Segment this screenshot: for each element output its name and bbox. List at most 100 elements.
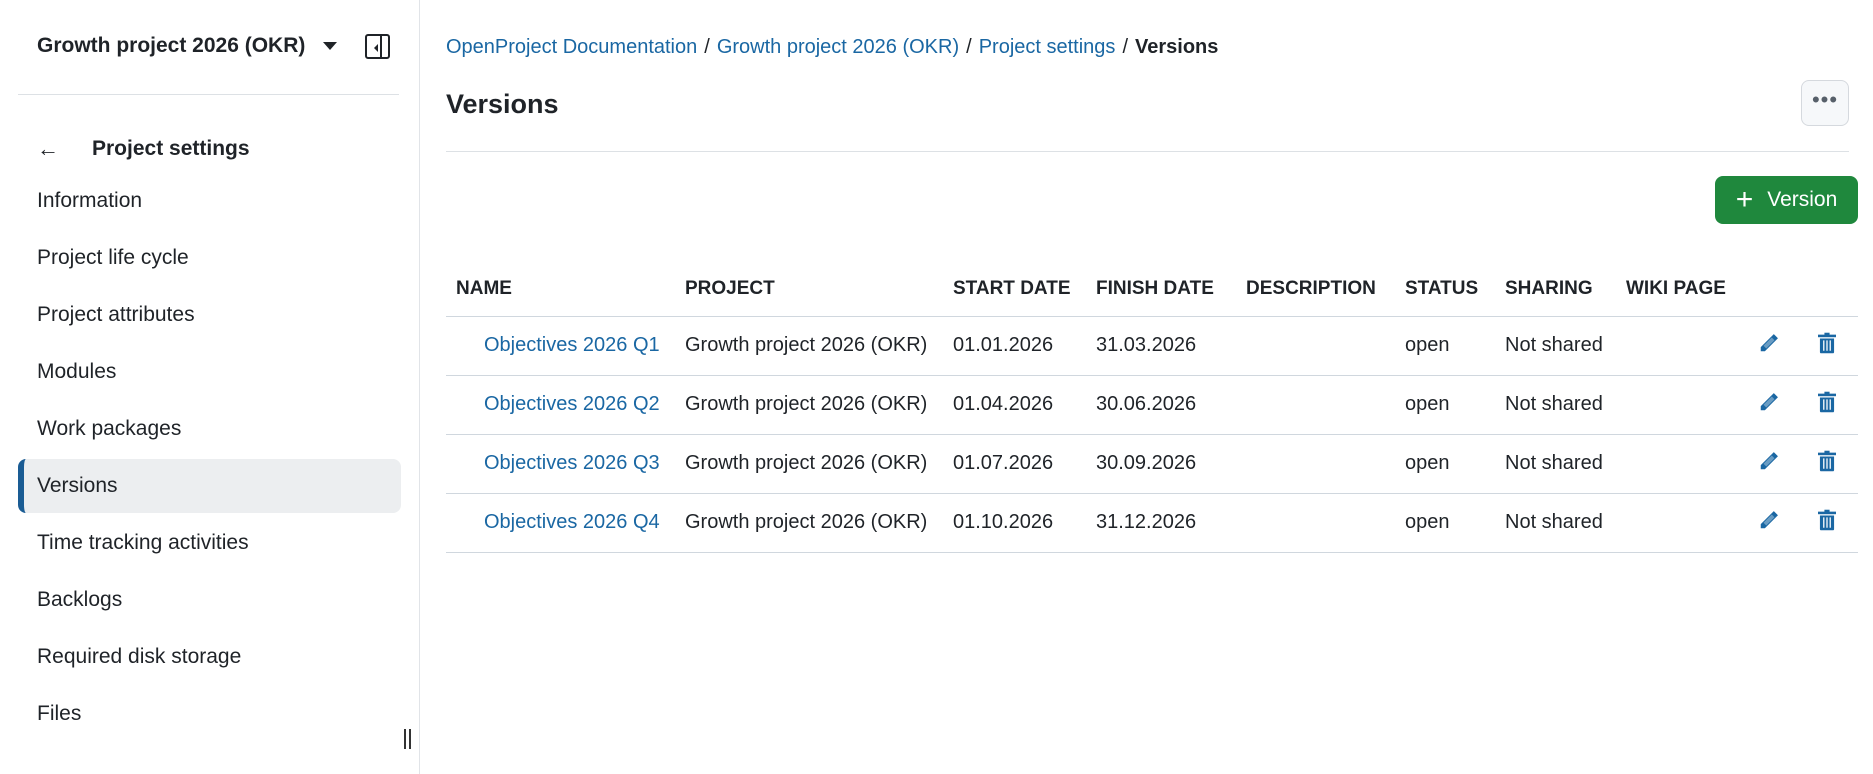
table-cell: [1616, 493, 1748, 553]
project-name: Growth project 2026 (OKR): [37, 34, 306, 57]
pencil-icon[interactable]: [1758, 332, 1780, 360]
breadcrumb-link[interactable]: Growth project 2026 (OKR): [716, 36, 960, 58]
table-cell: open: [1395, 434, 1495, 494]
table-cell: [1616, 434, 1748, 494]
cell-name: Objectives 2026 Q2: [446, 375, 675, 435]
project-selector[interactable]: Growth project 2026 (OKR): [37, 34, 338, 58]
table-cell: Growth project 2026 (OKR): [675, 434, 943, 494]
plus-icon: +: [1735, 183, 1754, 216]
column-header-actions: [1748, 262, 1808, 317]
caret-down-icon: [323, 42, 338, 50]
sidebar-item-label: Work packages: [37, 417, 182, 440]
sidebar-item-label: Project life cycle: [37, 246, 189, 269]
table-cell: 30.06.2026: [1086, 375, 1236, 435]
breadcrumb-current: Versions: [1135, 36, 1219, 58]
sidebar-item-label: Backlogs: [37, 588, 123, 611]
table-cell: 01.10.2026: [943, 493, 1086, 553]
table-cell: open: [1395, 493, 1495, 553]
sidebar-item-project-life-cycle[interactable]: Project life cycle: [18, 231, 401, 285]
delete-cell: [1808, 375, 1858, 435]
table-cell: 30.09.2026: [1086, 434, 1236, 494]
table-cell: Growth project 2026 (OKR): [675, 493, 943, 553]
add-version-button[interactable]: + Version: [1715, 176, 1858, 224]
sidebar-item-backlogs[interactable]: Backlogs: [18, 573, 401, 627]
version-link[interactable]: Objectives 2026 Q2: [484, 393, 660, 415]
column-header[interactable]: Status: [1395, 262, 1495, 317]
breadcrumb-link[interactable]: OpenProject Documentation: [446, 36, 698, 58]
back-to-project-settings[interactable]: ← Project settings: [37, 136, 250, 162]
sidebar-item-versions[interactable]: Versions: [18, 459, 401, 513]
table-cell: [1236, 434, 1395, 494]
table-cell: [1236, 375, 1395, 435]
add-version-label: Version: [1767, 188, 1838, 211]
edit-cell: [1748, 493, 1808, 553]
table-cell: Not shared: [1495, 493, 1616, 553]
version-link[interactable]: Objectives 2026 Q1: [484, 334, 660, 356]
column-header[interactable]: Wiki page: [1616, 262, 1748, 317]
table-cell: 01.07.2026: [943, 434, 1086, 494]
cell-name: Objectives 2026 Q4: [446, 493, 675, 553]
breadcrumb: OpenProject Documentation / Growth project…: [446, 36, 1219, 58]
pencil-icon[interactable]: [1758, 509, 1780, 537]
sidebar-item-label: Project attributes: [37, 303, 195, 326]
sidebar-item-label: Time tracking activities: [37, 531, 249, 554]
sidebar-item-modules[interactable]: Modules: [18, 345, 401, 399]
table-row: Objectives 2026 Q4 Growth project 2026 (O…: [446, 493, 1858, 553]
resize-handle[interactable]: [404, 729, 411, 749]
trash-icon[interactable]: [1818, 332, 1836, 360]
pencil-icon[interactable]: [1758, 391, 1780, 419]
more-actions-button[interactable]: •••: [1801, 80, 1849, 126]
sidebar-item-files[interactable]: Files: [18, 687, 401, 741]
table-cell: open: [1395, 316, 1495, 376]
column-header[interactable]: Start date: [943, 262, 1086, 317]
sidebar-item-project-attributes[interactable]: Project attributes: [18, 288, 401, 342]
sidebar: Growth project 2026 (OKR) ← Project setti…: [0, 0, 420, 774]
column-header[interactable]: Description: [1236, 262, 1395, 317]
version-link[interactable]: Objectives 2026 Q4: [484, 511, 660, 533]
table-cell: [1616, 375, 1748, 435]
cell-name: Objectives 2026 Q1: [446, 316, 675, 376]
table-cell: Not shared: [1495, 434, 1616, 494]
section-title: Project settings: [92, 137, 250, 160]
sidebar-item-time-tracking-activities[interactable]: Time tracking activities: [18, 516, 401, 570]
sidebar-item-required-disk-storage[interactable]: Required disk storage: [18, 630, 401, 684]
sidebar-item-work-packages[interactable]: Work packages: [18, 402, 401, 456]
table-cell: 31.03.2026: [1086, 316, 1236, 376]
pencil-icon[interactable]: [1758, 450, 1780, 478]
sidebar-item-label: Required disk storage: [37, 645, 242, 668]
versions-table: Name Project Start date Finish date Descript…: [446, 262, 1858, 553]
table-cell: 31.12.2026: [1086, 493, 1236, 553]
table-cell: [1236, 493, 1395, 553]
trash-icon[interactable]: [1818, 509, 1836, 537]
edit-cell: [1748, 316, 1808, 376]
version-link[interactable]: Objectives 2026 Q3: [484, 452, 660, 474]
column-header[interactable]: Finish date: [1086, 262, 1236, 317]
cell-name: Objectives 2026 Q3: [446, 434, 675, 494]
sidebar-item-information[interactable]: Information: [18, 174, 401, 228]
column-header[interactable]: Project: [675, 262, 943, 317]
column-header[interactable]: Name: [446, 262, 675, 317]
edit-cell: [1748, 375, 1808, 435]
delete-cell: [1808, 316, 1858, 376]
column-header[interactable]: Sharing: [1495, 262, 1616, 317]
trash-icon[interactable]: [1818, 391, 1836, 419]
trash-icon[interactable]: [1818, 450, 1836, 478]
table-cell: Growth project 2026 (OKR): [675, 375, 943, 435]
edit-cell: [1748, 434, 1808, 494]
table-cell: Not shared: [1495, 316, 1616, 376]
breadcrumb-link[interactable]: Project settings: [978, 36, 1116, 58]
table-cell: 01.04.2026: [943, 375, 1086, 435]
table-cell: Growth project 2026 (OKR): [675, 316, 943, 376]
table-cell: [1616, 316, 1748, 376]
table-cell: [1236, 316, 1395, 376]
column-header-actions: [1808, 262, 1858, 317]
delete-cell: [1808, 434, 1858, 494]
sidebar-item-label: Modules: [37, 360, 117, 383]
table-cell: 01.01.2026: [943, 316, 1086, 376]
table-cell: open: [1395, 375, 1495, 435]
sidebar-item-label: Files: [37, 702, 82, 725]
divider: [446, 151, 1849, 152]
sidebar-item-label: Versions: [37, 474, 118, 497]
table-row: Objectives 2026 Q2 Growth project 2026 (O…: [446, 375, 1858, 435]
collapse-sidebar-icon[interactable]: [365, 34, 390, 59]
